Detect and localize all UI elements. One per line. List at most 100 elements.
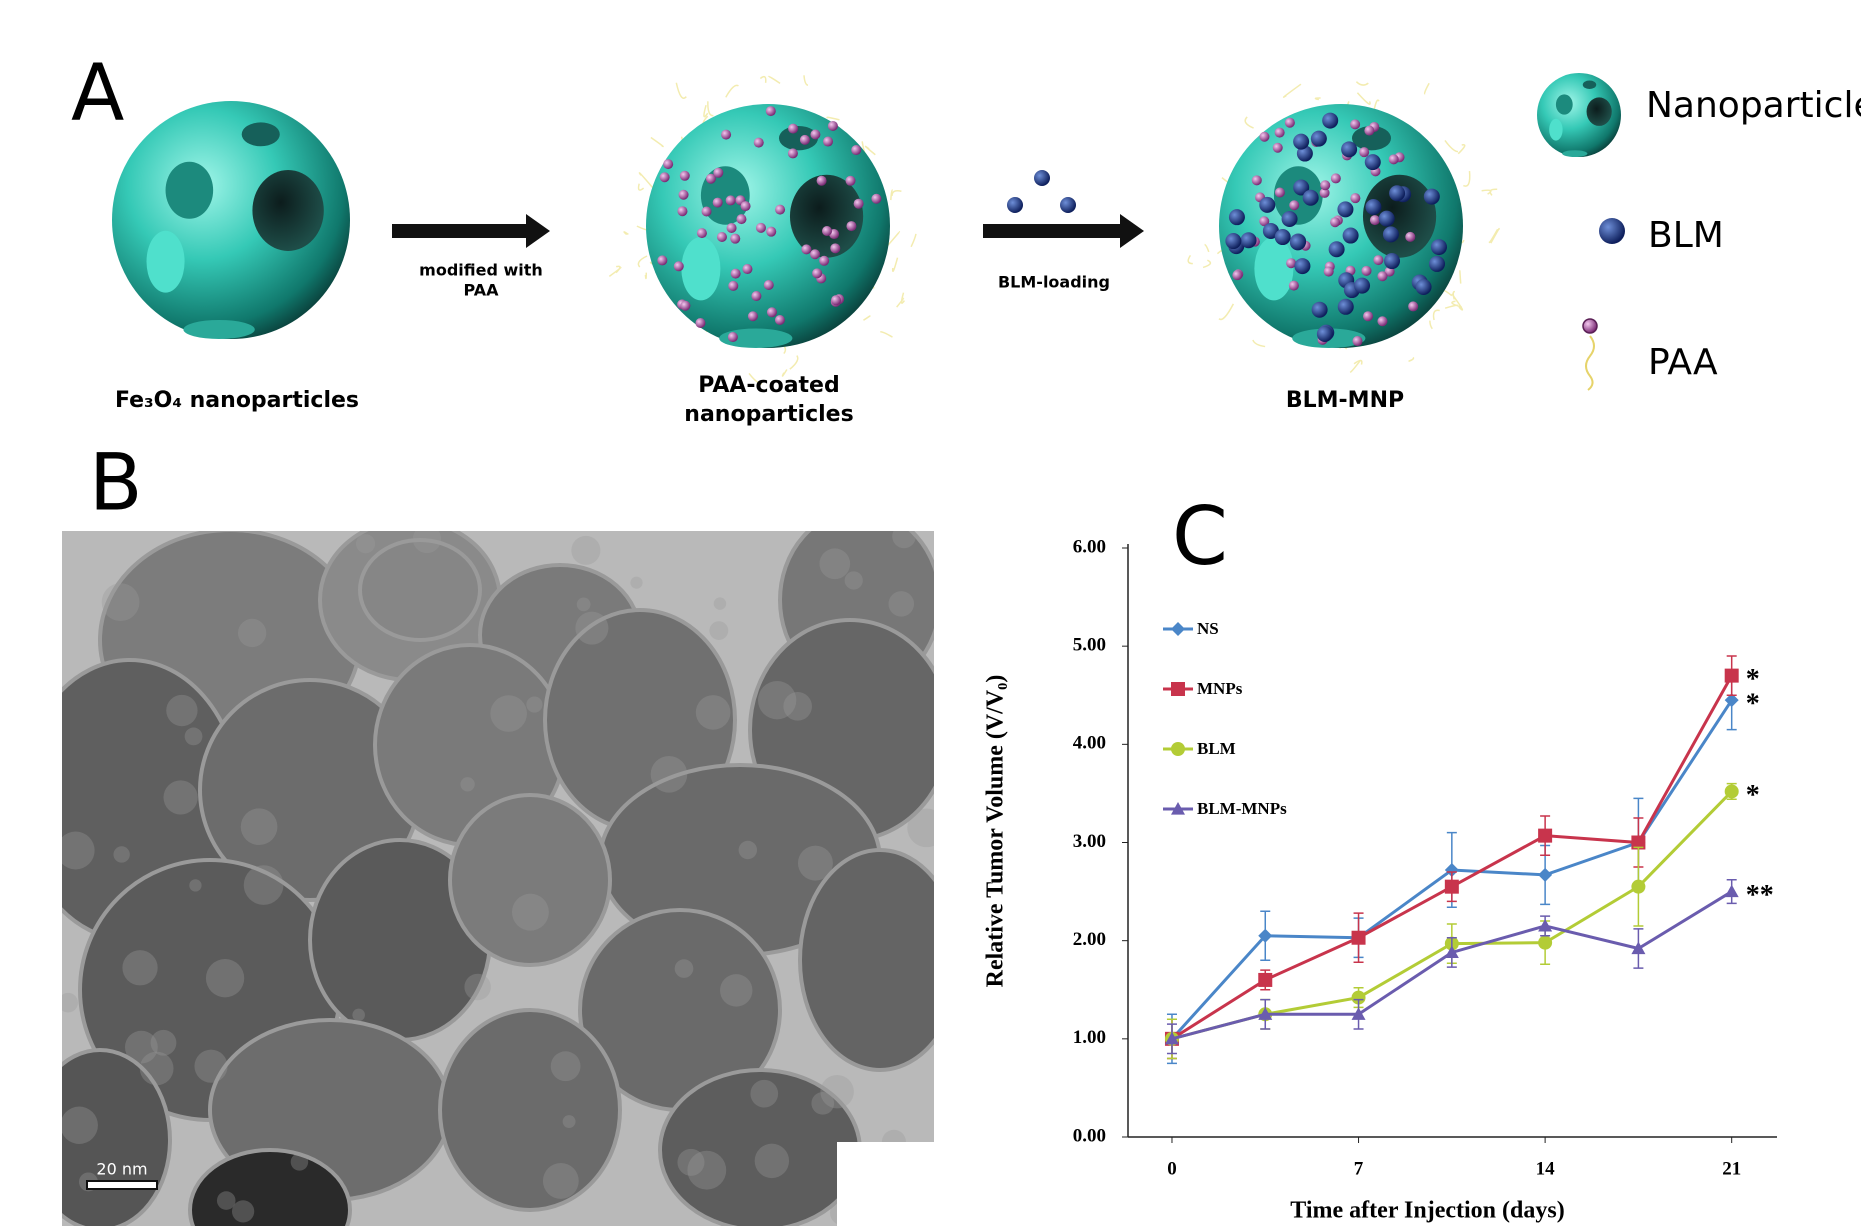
polymer-strand bbox=[767, 75, 781, 84]
drug-dot bbox=[1430, 239, 1447, 256]
y-tick-label: 2.00 bbox=[1073, 929, 1106, 950]
polymer-strand bbox=[1481, 189, 1492, 195]
polymer-strand bbox=[1451, 293, 1464, 311]
polymer-strand bbox=[1355, 81, 1369, 86]
polymer-dot bbox=[659, 172, 670, 183]
pore bbox=[789, 174, 864, 258]
texture bbox=[881, 1129, 906, 1154]
polymer-dot bbox=[765, 106, 776, 117]
polymer-dot bbox=[740, 201, 751, 212]
x-tick-label: 14 bbox=[1536, 1158, 1556, 1179]
tem-image bbox=[62, 531, 934, 1226]
significance: * bbox=[1746, 689, 1760, 720]
marker bbox=[1724, 668, 1739, 683]
drug-dot bbox=[1034, 170, 1050, 186]
drug-dot bbox=[1294, 258, 1311, 275]
legend-icon bbox=[1582, 318, 1598, 334]
texture bbox=[542, 1163, 579, 1199]
polymer-dot bbox=[871, 193, 882, 204]
polymer-strand bbox=[1216, 249, 1223, 255]
marker bbox=[1724, 693, 1739, 708]
polymer-dot bbox=[1289, 200, 1300, 211]
drug-dot bbox=[1429, 255, 1446, 272]
pore bbox=[1582, 80, 1597, 89]
marker bbox=[1258, 928, 1273, 943]
polymer-dot bbox=[725, 195, 736, 206]
polymer-dot bbox=[680, 300, 691, 311]
texture bbox=[355, 534, 376, 554]
texture bbox=[150, 1029, 177, 1056]
texture bbox=[62, 1106, 98, 1144]
particle bbox=[188, 1148, 352, 1226]
polymer-dot bbox=[1319, 187, 1330, 198]
polymer-dot bbox=[1384, 266, 1395, 277]
pore bbox=[183, 319, 255, 340]
polymer-dot bbox=[673, 261, 684, 272]
drug-dot bbox=[1389, 185, 1406, 202]
arrow-head bbox=[526, 214, 550, 248]
texture bbox=[243, 865, 284, 905]
polymer-dot bbox=[845, 175, 856, 186]
texture bbox=[562, 1115, 576, 1128]
panel-label: C bbox=[1172, 490, 1228, 583]
texture bbox=[101, 583, 140, 622]
texture bbox=[575, 611, 609, 645]
y-tick-label: 1.00 bbox=[1073, 1027, 1106, 1048]
legend-marker bbox=[1171, 622, 1185, 636]
legend-label: PAA bbox=[1648, 342, 1718, 383]
polymer-dot bbox=[1274, 187, 1285, 198]
polymer-strand bbox=[863, 315, 871, 321]
pore bbox=[1273, 166, 1323, 225]
pore bbox=[1586, 97, 1612, 126]
caption: nanoparticles bbox=[684, 402, 853, 427]
polymer-dot bbox=[753, 137, 764, 148]
texture bbox=[650, 755, 688, 793]
significance: ** bbox=[1746, 880, 1774, 911]
texture bbox=[490, 695, 527, 732]
drug-dot bbox=[1337, 201, 1354, 218]
texture bbox=[819, 548, 851, 580]
drug-dot bbox=[1259, 196, 1276, 213]
polymer-dot bbox=[816, 175, 827, 186]
polymer-dot bbox=[1364, 125, 1375, 136]
legend-label: BLM-MNPs bbox=[1197, 799, 1287, 818]
polymer-dot bbox=[716, 231, 727, 242]
drug-dot bbox=[1240, 232, 1257, 249]
polymer-strand bbox=[1244, 116, 1254, 129]
polymer-dot bbox=[1232, 270, 1243, 281]
y-tick-label: 6.00 bbox=[1073, 536, 1106, 557]
polymer-strand bbox=[615, 265, 621, 274]
polymer-dot bbox=[819, 255, 830, 266]
polymer-dot bbox=[755, 222, 766, 233]
polymer-dot bbox=[775, 204, 786, 215]
polymer-dot bbox=[831, 295, 842, 306]
marker bbox=[1631, 835, 1646, 850]
drug-dot bbox=[1311, 301, 1328, 318]
polymer-strand bbox=[1408, 356, 1415, 362]
polymer-strand bbox=[638, 172, 655, 190]
polymer-strand bbox=[864, 145, 876, 156]
polymer-dot bbox=[766, 307, 777, 318]
texture bbox=[231, 1200, 255, 1223]
polymer-dot bbox=[742, 264, 753, 275]
drug-dot bbox=[1316, 325, 1333, 342]
polymer-dot bbox=[1330, 217, 1341, 228]
polymer-strand bbox=[1282, 83, 1302, 98]
texture bbox=[412, 531, 442, 554]
polymer-strand bbox=[1218, 303, 1235, 321]
polymer-strand bbox=[748, 372, 763, 385]
caption: Fe₃O₄ nanoparticles bbox=[115, 388, 359, 413]
polymer-dot bbox=[822, 225, 833, 236]
texture bbox=[844, 571, 863, 590]
texture bbox=[237, 618, 267, 648]
polymer-dot bbox=[679, 170, 690, 181]
polymer-dot bbox=[730, 268, 741, 279]
polymer-strand bbox=[1463, 170, 1471, 187]
polymer-dot bbox=[1350, 119, 1361, 130]
polymer-strand bbox=[826, 116, 840, 121]
drug-dot bbox=[1382, 226, 1399, 243]
polymer-dot bbox=[1330, 173, 1341, 184]
polymer-strand bbox=[890, 189, 893, 201]
significance: * bbox=[1746, 664, 1760, 695]
pore bbox=[241, 122, 280, 147]
